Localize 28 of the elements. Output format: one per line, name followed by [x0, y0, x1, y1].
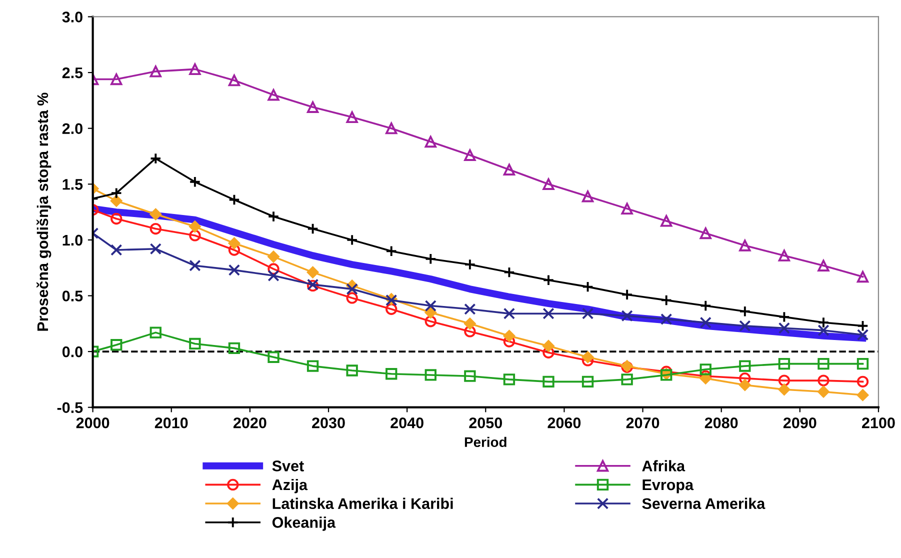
x-tick-label: 2080	[704, 417, 738, 428]
legend-label: Afrika	[642, 460, 686, 472]
y-tick-label: 0.5	[62, 290, 83, 302]
x-tick-label: 2050	[469, 417, 502, 428]
legend-label: Severna Amerika	[642, 498, 766, 510]
x-tick-label: 2060	[548, 417, 581, 428]
legend-label: Okeanija	[272, 516, 336, 531]
x-tick-label: 2010	[154, 417, 188, 428]
y-tick-label: 1.0	[62, 234, 82, 246]
y-tick-label: -0.5	[57, 402, 83, 414]
x-tick-label: 2070	[626, 417, 660, 428]
legend-label: Azija	[272, 478, 308, 494]
legend-label: Latinska Amerika i Karibi	[272, 498, 453, 510]
legend-label: Svet	[272, 460, 304, 472]
y-tick-label: 3.0	[62, 12, 82, 22]
y-tick-label: 0.0	[62, 346, 82, 358]
x-tick-label: 2030	[312, 417, 345, 428]
x-tick-label: 2040	[390, 417, 424, 428]
legend-label: Evropa	[642, 480, 694, 494]
y-tick-label: 2.5	[62, 67, 83, 78]
x-tick-label: 2000	[76, 417, 110, 428]
x-axis-title: Period	[464, 436, 506, 448]
x-tick-label: 2100	[862, 417, 895, 428]
y-tick-label: 1.5	[62, 179, 83, 190]
y-axis-title: Prosečna godišnja stopa rasta %	[36, 92, 52, 331]
y-tick-label: 2.0	[62, 123, 82, 134]
x-tick-label: 2090	[783, 417, 816, 428]
x-tick-label: 2020	[233, 417, 266, 428]
